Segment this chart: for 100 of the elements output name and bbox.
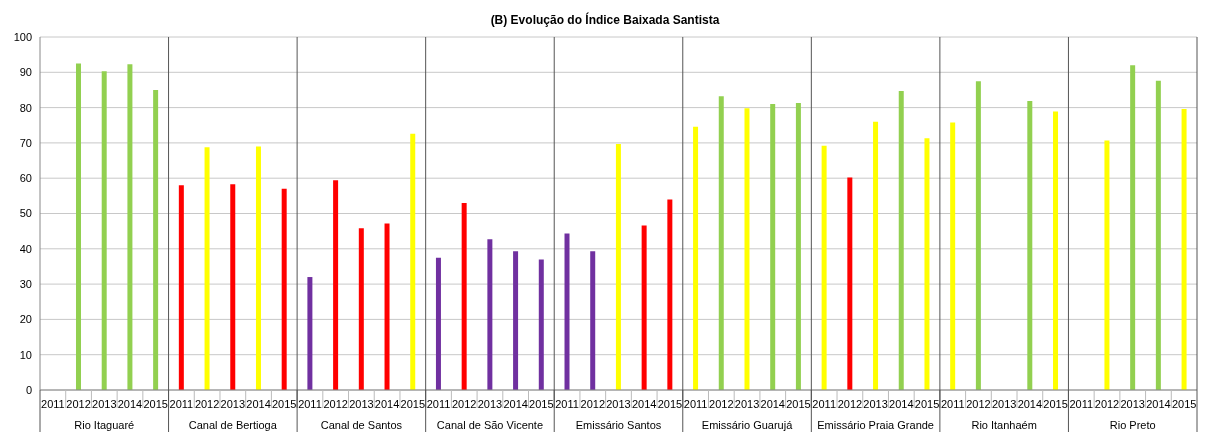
x-tick-label: 2013 — [477, 398, 503, 410]
text: Rio Preto — [1109, 419, 1156, 431]
bar — [924, 138, 930, 390]
x-tick-label: 2014 — [760, 398, 786, 410]
x-tick-label: 2013 — [1120, 398, 1145, 410]
y-tick-label: 30 — [19, 278, 32, 291]
x-tick-label: 2011 — [426, 398, 451, 410]
x-tick-label: 2014 — [374, 398, 400, 410]
bar — [153, 89, 159, 390]
bar — [513, 251, 519, 390]
bar — [487, 239, 493, 390]
x-tick-label: 2015 — [914, 398, 940, 410]
bar — [1155, 80, 1161, 390]
y-tick-label: 10 — [19, 348, 32, 361]
bar — [564, 233, 570, 390]
x-tick-label: 2013 — [606, 398, 631, 410]
text: Rio Itanhaém — [971, 419, 1037, 431]
bar — [101, 71, 107, 390]
bar — [1181, 109, 1187, 390]
x-tick-label: 2011 — [812, 398, 837, 410]
text: Canal de Santos — [320, 419, 403, 431]
bar — [538, 259, 544, 390]
bar — [333, 180, 339, 390]
bar — [410, 133, 416, 390]
x-tick-label: 2011 — [41, 398, 65, 410]
bar — [641, 225, 647, 390]
x-tick-label: 2012 — [709, 398, 734, 410]
y-tick-label: 40 — [19, 242, 32, 255]
x-tick-label: 2011 — [555, 398, 579, 410]
y-tick-label: 20 — [19, 313, 32, 326]
x-tick-label: 2012 — [1094, 398, 1120, 410]
y-tick-label: 50 — [19, 207, 32, 220]
x-tick-label: 2015 — [529, 398, 554, 410]
bar — [667, 199, 673, 390]
x-tick-label: 2011 — [298, 398, 322, 410]
y-tick-label: 60 — [19, 172, 32, 185]
x-tick-label: 2013 — [92, 398, 117, 410]
x-tick-label: 2013 — [863, 398, 888, 410]
bar — [950, 122, 956, 390]
bar — [1130, 65, 1136, 390]
y-tick-label: 80 — [19, 101, 32, 114]
bar — [358, 228, 364, 390]
bar — [898, 91, 904, 390]
bar — [1104, 140, 1110, 390]
text: Emissário Guarujá — [701, 419, 794, 431]
bar — [435, 257, 441, 390]
x-tick-label: 2011 — [169, 398, 194, 410]
y-tick-label: 100 — [13, 30, 32, 43]
bar — [744, 108, 750, 390]
x-tick-label: 2015 — [1171, 398, 1197, 410]
x-tick-label: 2012 — [837, 398, 863, 410]
x-tick-label: 2014 — [1017, 398, 1043, 410]
x-tick-label: 2012 — [66, 398, 91, 410]
y-tick-label: 0 — [25, 383, 32, 396]
text: Rio Itaguaré — [74, 419, 135, 431]
bar — [718, 96, 724, 390]
bar — [76, 63, 81, 390]
text: Emissário Santos — [575, 419, 662, 431]
x-tick-label: 2013 — [349, 398, 374, 410]
bar — [770, 104, 776, 390]
x-tick-label: 2014 — [631, 398, 657, 410]
text: Emissário Praia Grande — [817, 419, 934, 431]
x-tick-label: 2014 — [889, 398, 914, 410]
x-tick-label: 2015 — [786, 398, 811, 410]
x-tick-label: 2014 — [246, 398, 271, 410]
bar — [847, 177, 853, 390]
bar — [1027, 100, 1033, 390]
y-tick-label: 70 — [19, 136, 32, 149]
x-tick-label: 2012 — [194, 398, 220, 410]
bar — [975, 81, 981, 390]
x-tick-label: 2012 — [580, 398, 606, 410]
bar — [590, 251, 596, 390]
bar — [255, 146, 261, 390]
x-tick-label: 2015 — [400, 398, 426, 410]
x-tick-label: 2011 — [683, 398, 708, 410]
bar — [795, 103, 801, 390]
x-tick-label: 2011 — [1069, 398, 1094, 410]
x-tick-label: 2014 — [503, 398, 528, 410]
x-tick-label: 2012 — [451, 398, 477, 410]
bar — [821, 145, 827, 390]
bar — [127, 64, 133, 390]
x-tick-label: 2012 — [323, 398, 348, 410]
x-tick-label: 2014 — [1146, 398, 1171, 410]
x-tick-label: 2011 — [940, 398, 965, 410]
bar — [693, 126, 699, 390]
x-tick-label: 2013 — [991, 398, 1017, 410]
bar — [384, 223, 390, 390]
bar — [1053, 111, 1059, 390]
chart-title: (B) Evolução do Índice Baixada Santista — [489, 11, 721, 29]
x-tick-label: 2015 — [1043, 398, 1068, 410]
x-tick-label: 2015 — [272, 398, 297, 410]
text: Canal de São Vicente — [436, 419, 544, 431]
x-tick-label: 2013 — [220, 398, 246, 410]
bar — [873, 121, 879, 390]
bar — [615, 143, 621, 390]
bar — [307, 277, 313, 390]
bar — [230, 184, 236, 390]
bar — [204, 147, 210, 390]
x-tick-label: 2013 — [734, 398, 760, 410]
bar — [178, 185, 184, 390]
